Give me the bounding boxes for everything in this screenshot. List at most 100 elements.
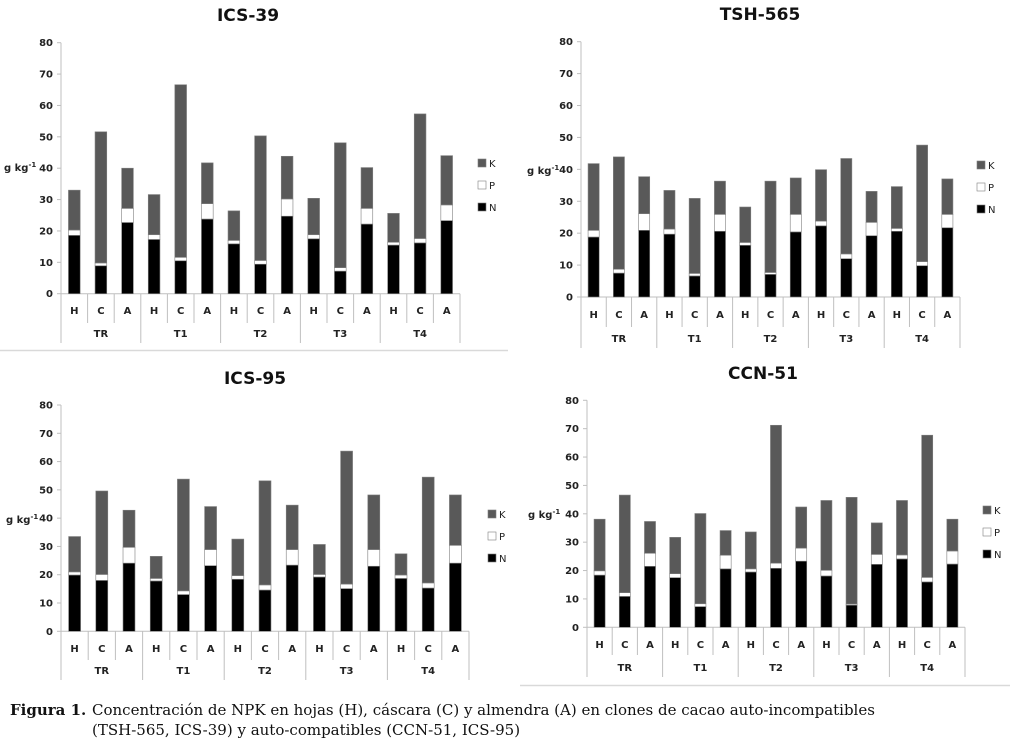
x-subcategory-label: C: [97, 306, 104, 317]
y-tick-label: 70: [559, 69, 573, 80]
bar-segment-p: [941, 214, 954, 229]
caption-line-1: Concentración de NPK en hojas (H), cásca…: [92, 701, 875, 719]
legend-swatch-p: [976, 182, 986, 192]
x-subcategory-label: C: [177, 306, 184, 317]
x-group-label: TR: [612, 334, 627, 345]
y-tick-label: 10: [39, 258, 53, 269]
bar-segment-k: [201, 162, 214, 204]
bar-segment-n: [95, 580, 109, 632]
y-axis-label: g kg-1: [528, 508, 560, 521]
chart-title: CCN-51: [728, 364, 798, 384]
bar-segment-p: [227, 240, 241, 245]
y-tick-label: 50: [39, 485, 53, 496]
bar-segment-n: [644, 565, 656, 628]
bar-segment-n: [593, 574, 606, 628]
bar-segment-p: [360, 208, 374, 225]
bar-segment-k: [587, 163, 600, 231]
legend-swatch-n: [487, 553, 497, 563]
bar-segment-n: [840, 258, 853, 298]
x-subcategory-label: H: [671, 640, 679, 651]
bar-segment-p: [258, 584, 272, 591]
x-subcategory-label: H: [150, 306, 158, 317]
x-subcategory-label: H: [310, 306, 318, 317]
x-group-label: T2: [254, 329, 268, 340]
bar-segment-p: [68, 229, 81, 236]
bar-segment-p: [593, 570, 606, 576]
bar-segment-k: [946, 518, 959, 552]
bar-segment-k: [865, 191, 878, 223]
y-tick-label: 40: [39, 164, 53, 175]
y-axis-label-main: g kg: [528, 510, 552, 521]
bar-segment-n: [890, 230, 903, 298]
legend-swatch-p: [487, 531, 497, 541]
bar-segment-n: [815, 225, 827, 298]
bar-segment-n: [177, 594, 190, 632]
caption-label: Figura 1.: [10, 701, 87, 719]
bar-segment-n: [122, 562, 136, 632]
x-subcategory-label: A: [283, 306, 291, 317]
x-group-label: T4: [421, 666, 435, 677]
x-subcategory-label: C: [343, 644, 350, 655]
x-subcategory-label: C: [697, 640, 704, 651]
bar-segment-p: [916, 261, 928, 267]
bar-segment-p: [307, 234, 320, 240]
x-subcategory-label: C: [772, 640, 779, 651]
legend-label-n: N: [988, 205, 995, 216]
bar-segment-n: [921, 581, 934, 628]
y-tick-label: 0: [566, 293, 573, 304]
bar-segment-k: [921, 434, 934, 578]
bar-segment-p: [638, 213, 651, 231]
x-subcategory-label: C: [180, 644, 187, 655]
x-subcategory-label: C: [924, 640, 931, 651]
x-subcategory-label: H: [817, 310, 825, 321]
bar-segment-p: [719, 554, 732, 570]
bar-segment-k: [68, 189, 81, 231]
bar-segment-p: [95, 574, 109, 581]
bar-segment-k: [421, 476, 435, 584]
bar-segment-n: [638, 230, 651, 298]
bar-segment-k: [313, 544, 326, 575]
bar-segment-n: [896, 558, 908, 628]
bar-segment-n: [231, 578, 245, 632]
bar-segment-p: [921, 577, 934, 583]
bar-segment-n: [147, 239, 161, 295]
bar-segment-k: [770, 424, 782, 564]
y-tick-label: 10: [39, 599, 53, 610]
x-group-label: T4: [920, 663, 934, 674]
bar-segment-k: [694, 513, 707, 605]
y-axis-label: g kg-1: [6, 513, 38, 526]
bar-segment-n: [413, 242, 427, 294]
bar-segment-k: [941, 178, 954, 215]
x-subcategory-label: A: [792, 310, 800, 321]
y-tick-label: 0: [46, 627, 53, 638]
bar-segment-k: [916, 144, 928, 262]
bar-segment-n: [360, 223, 374, 294]
x-subcategory-label: H: [589, 310, 597, 321]
x-subcategory-label: A: [873, 640, 881, 651]
legend-swatch-k: [976, 160, 986, 170]
bar-segment-p: [149, 578, 163, 582]
bar-segment-k: [204, 506, 217, 550]
x-subcategory-label: A: [722, 640, 730, 651]
bar-segment-k: [638, 176, 651, 215]
y-tick-label: 70: [565, 424, 579, 435]
x-subcategory-label: H: [665, 310, 673, 321]
bar-segment-p: [313, 574, 326, 578]
legend-label-k: K: [489, 159, 496, 170]
x-subcategory-label: C: [337, 306, 344, 317]
bar-segment-n: [789, 231, 802, 298]
legend-label-p: P: [489, 181, 495, 192]
legend-swatch-k: [982, 505, 992, 515]
bar-segment-p: [201, 203, 214, 220]
bar-segment-p: [280, 198, 294, 217]
bar-segment-p: [870, 554, 883, 565]
x-subcategory-label: C: [416, 306, 423, 317]
bar-segment-k: [870, 522, 883, 555]
bar-segment-n: [946, 563, 959, 628]
bar-segment-p: [669, 573, 682, 578]
y-tick-label: 10: [565, 594, 579, 605]
bar-segment-n: [865, 235, 878, 298]
chart-ics-39: ICS-39 0 10 20 30 40 50 60 70 80 g kg-1 H C A H C A H C A H C…: [4, 6, 496, 343]
x-group-label: T1: [177, 666, 191, 677]
x-subcategory-label: C: [918, 310, 925, 321]
